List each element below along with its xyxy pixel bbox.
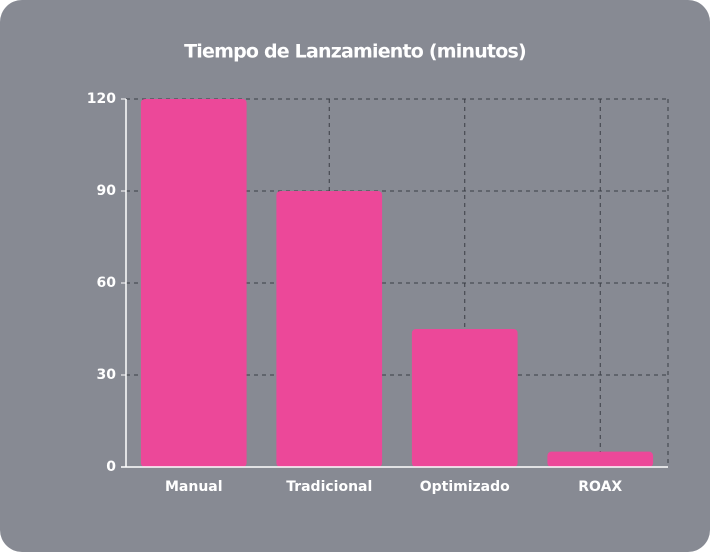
x-tick-label: ROAX	[578, 479, 622, 495]
bar	[276, 191, 383, 467]
bar	[411, 329, 518, 467]
y-tick-label: 90	[97, 183, 117, 199]
chart-title: Tiempo de Lanzamiento (minutos)	[184, 41, 526, 63]
x-tick-label: Manual	[165, 479, 223, 495]
y-tick-label: 120	[87, 91, 116, 107]
x-tick-label: Optimizado	[420, 479, 510, 495]
x-tick-label: Tradicional	[286, 479, 372, 495]
bar	[140, 99, 247, 467]
y-tick-label: 30	[97, 367, 117, 383]
bar	[547, 451, 654, 467]
y-tick-label: 0	[106, 459, 116, 475]
y-tick-label: 60	[97, 275, 117, 291]
